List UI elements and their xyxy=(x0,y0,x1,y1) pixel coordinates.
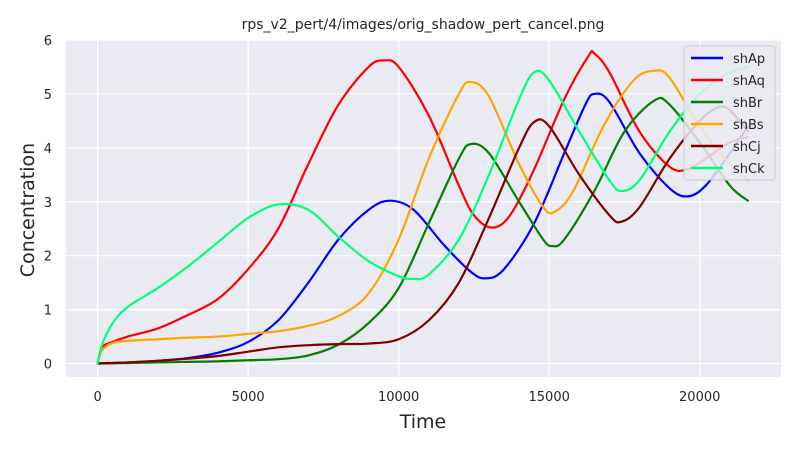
y-axis-label: Concentration xyxy=(17,143,39,277)
legend-label-shAq: shAq xyxy=(733,74,765,89)
plot-area xyxy=(66,40,781,377)
y-tick-label: 4 xyxy=(44,142,52,157)
series-line-shAp xyxy=(96,92,749,365)
x-tick-label: 0 xyxy=(93,390,101,405)
x-tick-label: 5000 xyxy=(232,390,265,405)
legend-label-shBr: shBr xyxy=(733,96,763,111)
x-axis-label: Time xyxy=(399,411,447,433)
y-tick-label: 2 xyxy=(44,250,52,265)
legend-label-shCk: shCk xyxy=(733,162,765,177)
y-axis-ticks: 0 1 2 3 4 5 6 xyxy=(44,34,52,373)
legend-label-shBs: shBs xyxy=(733,118,764,133)
series-line-shBs xyxy=(96,69,749,365)
grid xyxy=(66,39,781,377)
x-tick-label: 20000 xyxy=(679,390,720,405)
x-tick-label: 10000 xyxy=(378,390,419,405)
series-line-shCj xyxy=(96,105,749,365)
y-tick-label: 3 xyxy=(44,196,52,211)
legend-label-shAp: shAp xyxy=(733,52,765,67)
x-axis-ticks: 0 5000 10000 15000 20000 xyxy=(93,390,720,405)
legend: shAp shAq shBr shBs shCj shCk xyxy=(683,45,776,181)
series-line-shBr xyxy=(96,96,749,365)
y-tick-label: 0 xyxy=(44,358,52,373)
y-tick-label: 1 xyxy=(44,304,52,319)
series-line-shCk xyxy=(96,65,749,365)
series-layer xyxy=(96,49,749,365)
legend-label-shCj: shCj xyxy=(733,140,761,155)
series-line-shAq xyxy=(96,49,749,365)
chart-title: rps_v2_pert/4/images/orig_shadow_pert_ca… xyxy=(242,17,605,33)
x-tick-label: 15000 xyxy=(529,390,570,405)
y-tick-label: 5 xyxy=(44,88,52,103)
y-tick-label: 6 xyxy=(44,34,52,49)
